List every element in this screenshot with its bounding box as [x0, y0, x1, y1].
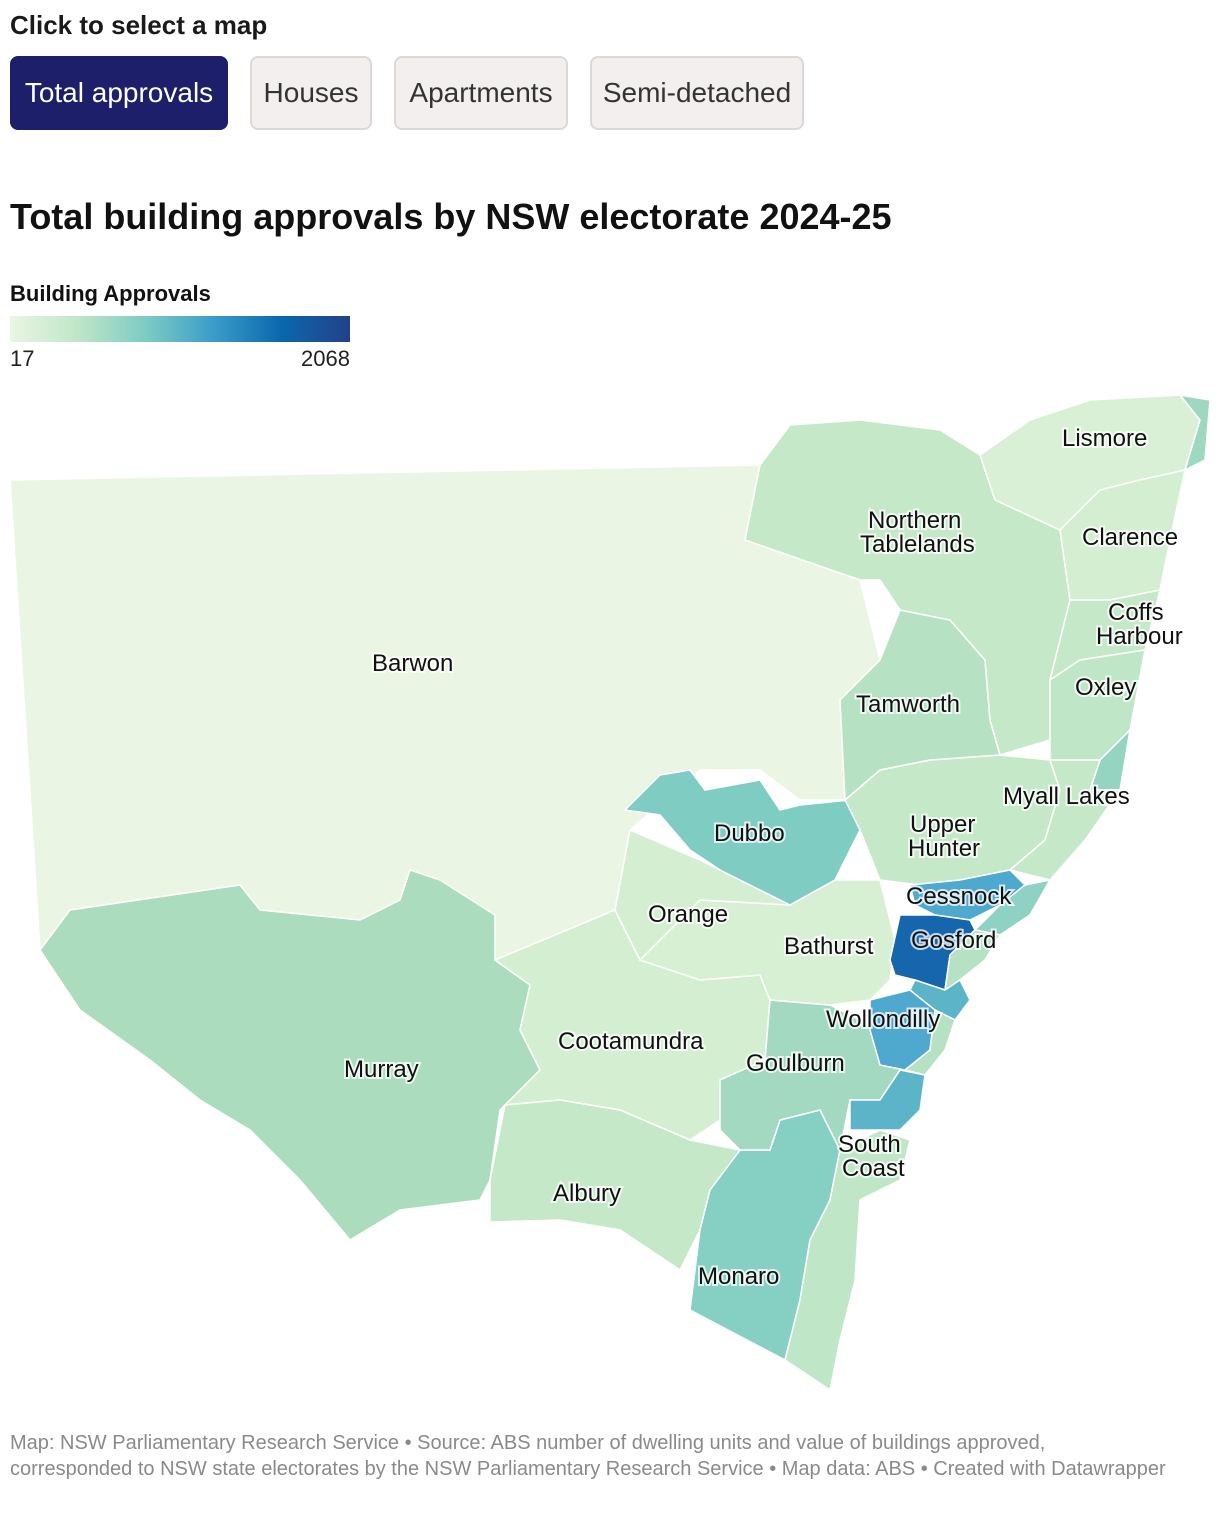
nsw-electorate-map: Lismore Northern Tablelands Clarence Cof… — [9, 393, 1211, 1392]
label-upper-hunter-2: Hunter — [908, 835, 980, 862]
region-sydney-metro[interactable] — [909, 978, 971, 1021]
label-south-coast-2: Coast — [842, 1155, 905, 1182]
label-monaro: Monaro — [698, 1263, 779, 1290]
map-title: Total building approvals by NSW electora… — [10, 196, 892, 237]
label-cessnock: Cessnock — [906, 883, 1012, 910]
label-wollondilly: Wollondilly — [826, 1006, 940, 1033]
region-murray[interactable] — [39, 869, 541, 1241]
region-tweed[interactable] — [1178, 393, 1211, 472]
label-tamworth: Tamworth — [856, 691, 960, 718]
tab-total-approvals[interactable]: Total approvals — [10, 56, 228, 130]
label-coffs-harbour-1: Coffs — [1108, 599, 1164, 626]
map-footer-credits: Map: NSW Parliamentary Research Service … — [10, 1432, 1166, 1480]
map-selector-label: Click to select a map — [10, 10, 268, 40]
label-dubbo: Dubbo — [714, 820, 785, 847]
label-upper-hunter-1: Upper — [910, 811, 975, 838]
label-albury: Albury — [553, 1180, 621, 1207]
label-orange: Orange — [648, 901, 728, 928]
label-coffs-harbour-2: Harbour — [1096, 623, 1183, 650]
label-murray: Murray — [344, 1056, 419, 1083]
label-myall-lakes: Myall Lakes — [1003, 783, 1130, 810]
legend-max-value: 2068 — [301, 346, 350, 371]
label-goulburn: Goulburn — [746, 1050, 845, 1077]
region-kiama[interactable] — [849, 1069, 926, 1131]
legend-color-scale — [10, 316, 350, 342]
label-south-coast-1: South — [838, 1131, 901, 1158]
label-barwon: Barwon — [372, 650, 453, 677]
legend-min-value: 17 — [10, 346, 35, 371]
label-gosford: Gosford — [911, 927, 996, 954]
label-clarence: Clarence — [1082, 524, 1178, 551]
label-lismore: Lismore — [1062, 425, 1147, 452]
region-myall-lakes[interactable] — [1008, 759, 1122, 881]
label-cootamundra: Cootamundra — [558, 1028, 704, 1055]
region-illawarra[interactable] — [903, 1008, 956, 1076]
label-northern-tablelands-2: Tablelands — [860, 531, 975, 558]
legend-title: Building Approvals — [10, 281, 211, 306]
label-northern-tablelands-1: Northern — [868, 507, 961, 534]
tab-apartments[interactable]: Apartments — [394, 56, 568, 130]
tab-houses[interactable]: Houses — [250, 56, 372, 130]
label-bathurst: Bathurst — [784, 933, 874, 960]
tab-semi-detached[interactable]: Semi-detached — [590, 56, 804, 130]
region-south-coast[interactable] — [784, 1129, 911, 1392]
label-oxley: Oxley — [1075, 674, 1136, 701]
